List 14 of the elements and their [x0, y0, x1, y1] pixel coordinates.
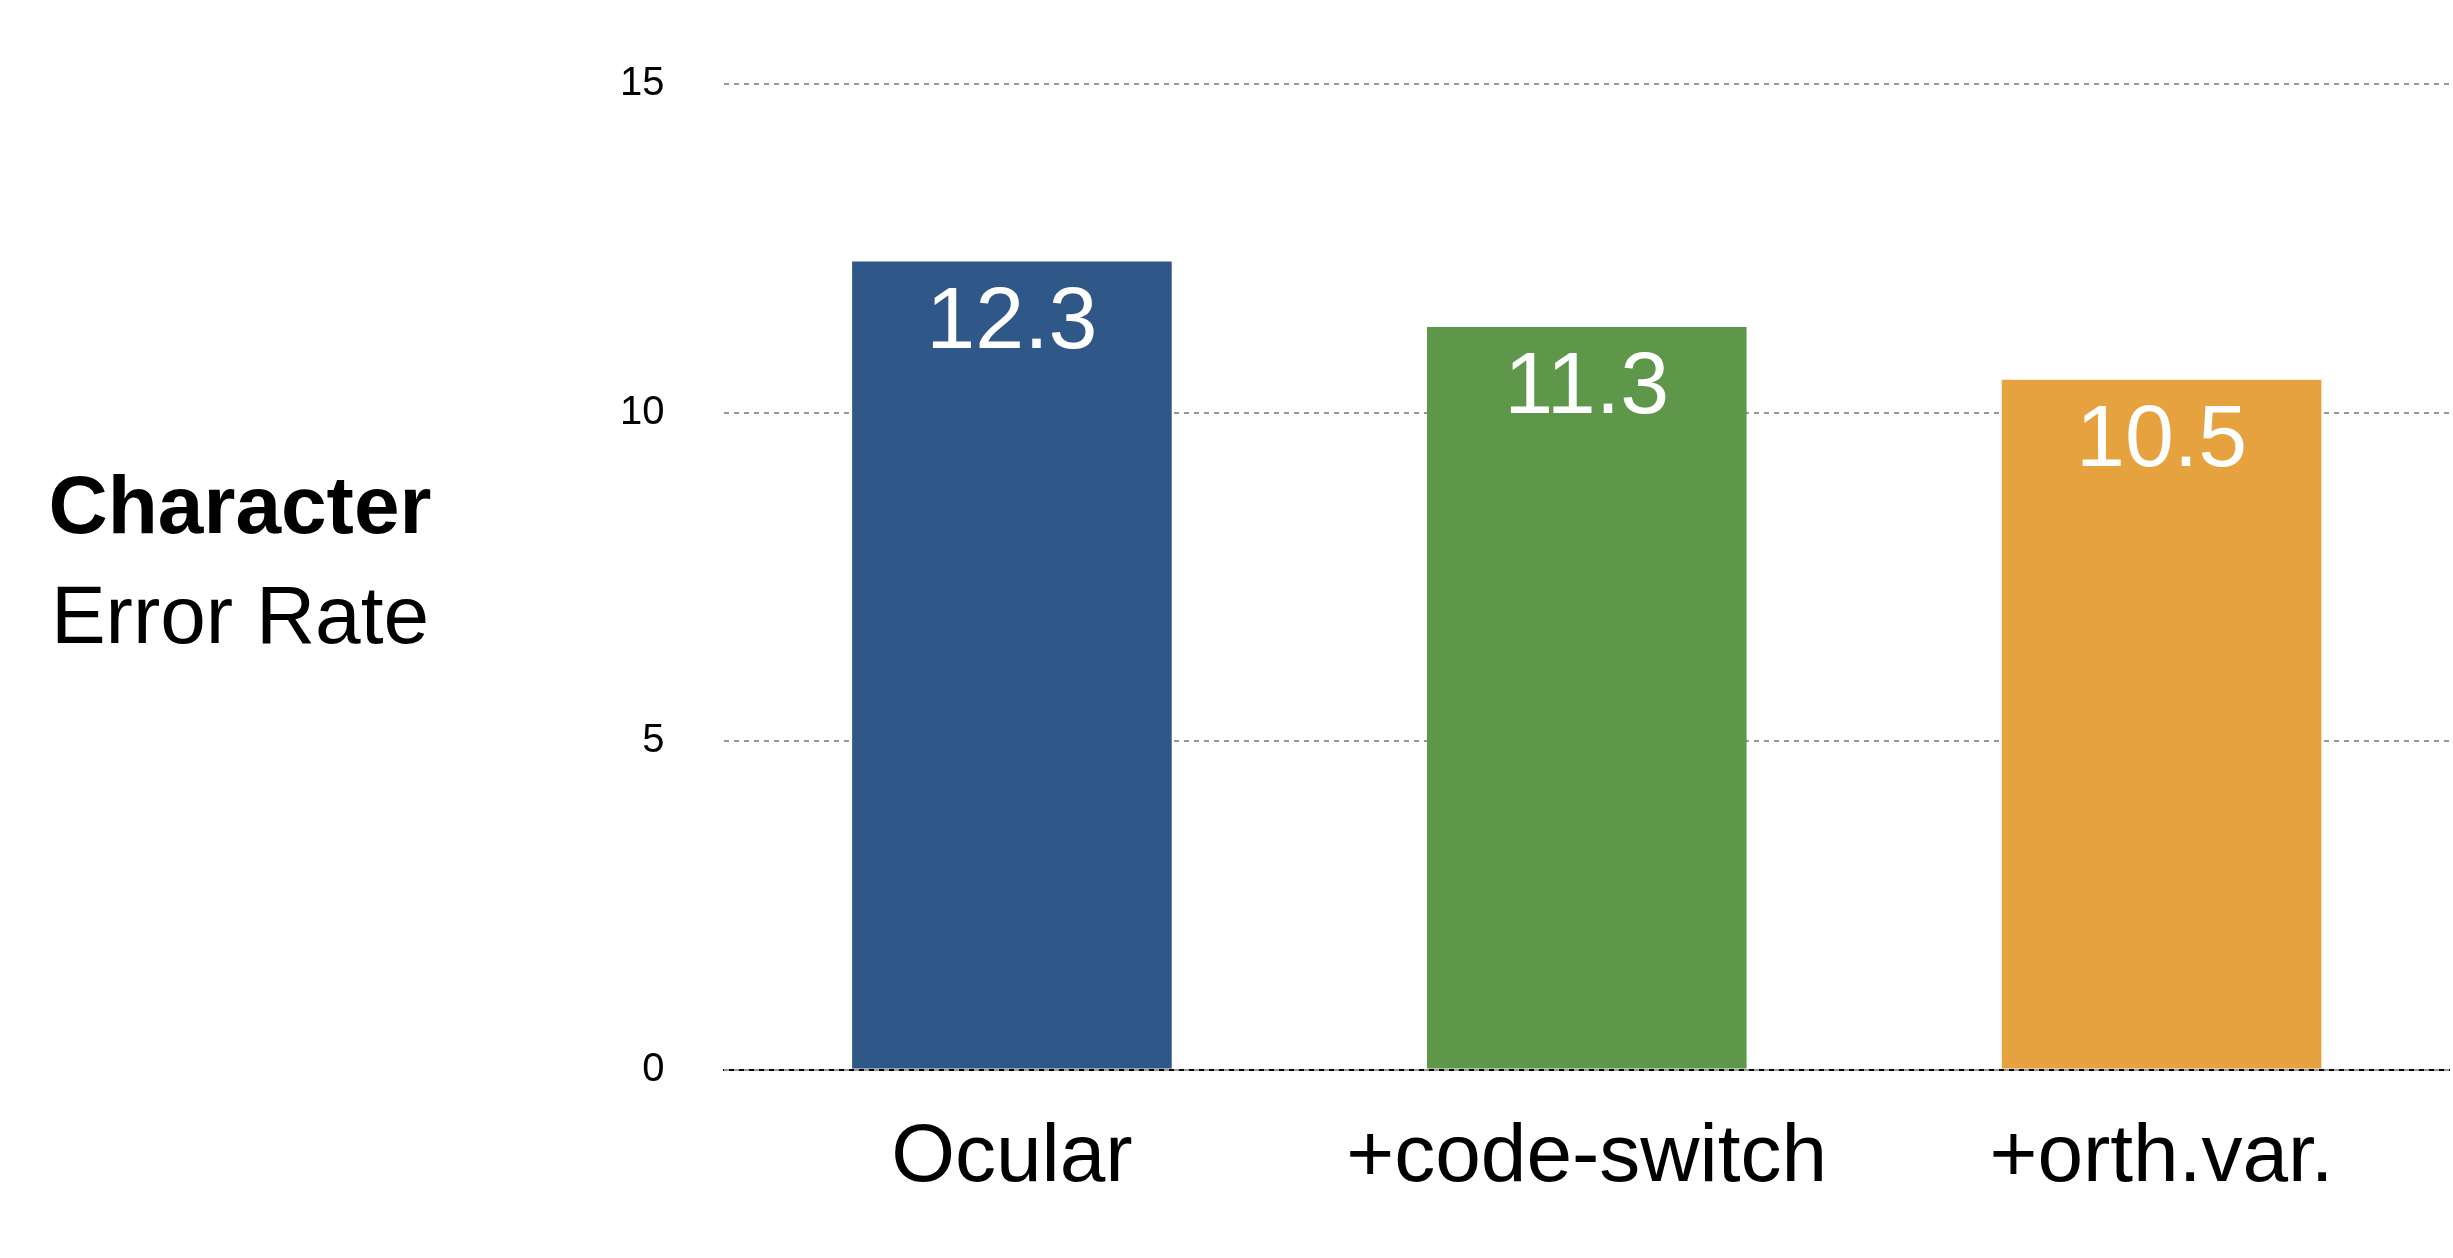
y-tick-label: 15	[619, 59, 665, 104]
bar	[852, 261, 1172, 1069]
x-tick-label: Ocular	[891, 1107, 1133, 1199]
y-axis-title: Character Error Rate	[47, 458, 433, 662]
y-tick-label: 0	[642, 1044, 665, 1089]
data-label: 12.3	[926, 267, 1098, 367]
bar	[1426, 327, 1747, 1069]
x-tick-label: +orth.var.	[1989, 1107, 2334, 1199]
bar	[2001, 379, 2322, 1069]
y-tick-label: 5	[642, 716, 665, 761]
data-label: 10.5	[2075, 385, 2248, 485]
y-tick-label: 10	[619, 387, 665, 432]
data-label: 11.3	[1504, 333, 1670, 433]
x-tick-label: +code-switch	[1346, 1107, 1828, 1199]
